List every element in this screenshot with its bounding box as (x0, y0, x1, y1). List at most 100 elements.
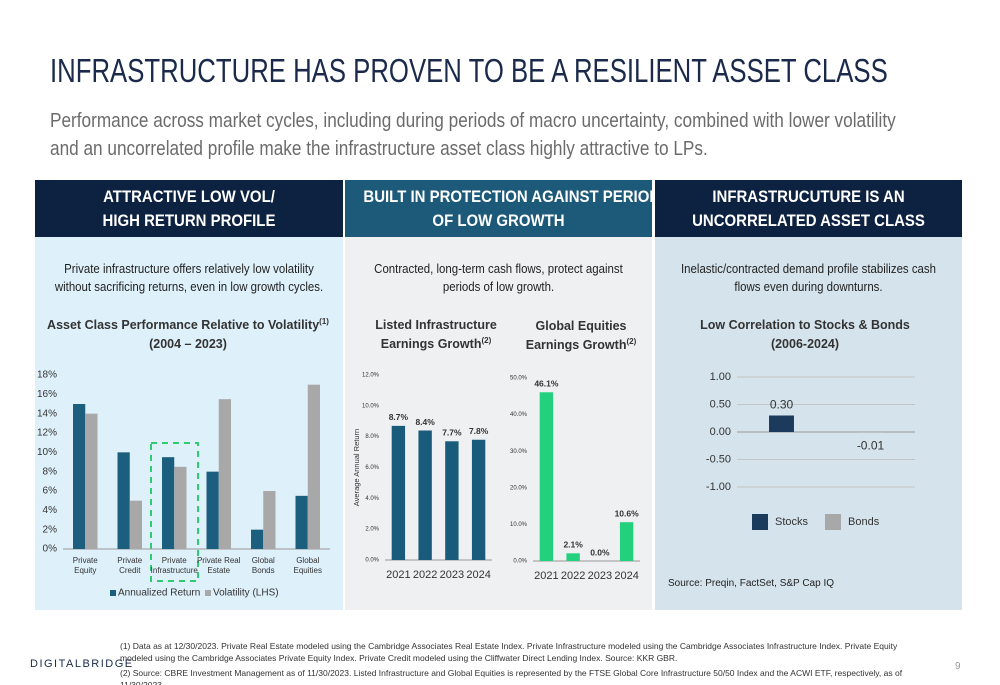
title-text: Global Equities (536, 319, 627, 333)
bar (117, 452, 130, 549)
label-line: Equities (294, 566, 322, 575)
y-tick-label: 2.0% (365, 527, 379, 533)
title-text: Listed Infrastructure (375, 318, 497, 332)
label-line: Estate (207, 566, 230, 575)
y-tick-label: 6% (43, 486, 58, 497)
value-label: 0.30 (770, 398, 794, 412)
bar (391, 425, 406, 560)
legend-label: Stocks (775, 516, 809, 528)
page-number: 9 (955, 661, 961, 672)
panel-body (655, 237, 962, 610)
y-tick-label: 50.0% (510, 376, 528, 382)
title-text: (2006-2024) (771, 337, 839, 351)
y-axis-label: Average Annual Return (352, 429, 361, 506)
text-line: Inelastic/contracted demand profile stab… (680, 261, 936, 276)
text-line: Contracted, long-term cash flows, protec… (374, 261, 623, 276)
y-tick-label: 10% (37, 447, 57, 458)
value-label: 7.7% (442, 428, 462, 438)
label-line: Global (296, 556, 319, 565)
bar (566, 553, 580, 561)
label-line: Private (162, 556, 187, 565)
x-tick-label: 2024 (466, 569, 490, 581)
y-tick-label: 4% (43, 505, 58, 516)
header-line: UNCORRELATED ASSET CLASS (692, 210, 925, 230)
y-tick-label: 4.0% (365, 496, 379, 502)
legend-label: Bonds (848, 516, 880, 528)
x-tick-label: Private Credit (117, 556, 142, 575)
title-note: (2) (481, 336, 491, 345)
y-tick-label: 10.0% (510, 522, 528, 528)
label-line: Global (252, 556, 275, 565)
header-line: BUILT IN PROTECTION AGAINST PERIODS (363, 186, 671, 206)
y-tick-label: 0.0% (365, 558, 379, 564)
value-label: 10.6% (615, 508, 640, 518)
x-tick-label: 2024 (614, 570, 638, 582)
label-line: Private (73, 556, 98, 565)
x-tick-label: 2022 (561, 570, 585, 582)
y-tick-label: 0% (43, 544, 58, 555)
chart-title: Earnings Growth(2) (381, 336, 492, 351)
x-tick-label: Global Bonds (252, 556, 275, 575)
title-text: Asset Class Performance Relative to Vola… (47, 318, 319, 332)
highlight-box (150, 442, 199, 582)
panel-header: ATTRACTIVE LOW VOL/HIGH RETURN PROFILE (35, 180, 343, 237)
header-line: ATTRACTIVE LOW VOL/ (103, 186, 275, 206)
panel-text: Private infrastructure offers relatively… (35, 260, 343, 296)
header-line: HIGH RETURN PROFILE (102, 210, 276, 230)
bar (418, 430, 432, 560)
bar (218, 399, 231, 549)
y-tick-label: 0.00 (710, 426, 731, 438)
chart-title: Asset Class Performance Relative to Vola… (47, 317, 329, 332)
y-tick-label: 14% (37, 408, 57, 419)
label-line: Private (117, 556, 142, 565)
value-label: 0.0% (590, 547, 610, 557)
bar (471, 439, 486, 560)
chart-title: (2004 – 2023) (149, 337, 227, 351)
panel-text: Inelastic/contracted demand profile stab… (655, 260, 962, 296)
footnote: (1) Data as at 12/30/2023. Private Real … (120, 641, 898, 663)
title-text: Earnings Growth (381, 337, 482, 351)
subtitle-line: Performance across market cycles, includ… (50, 110, 896, 132)
label-line: Credit (119, 566, 141, 575)
bar (206, 471, 219, 549)
label-line: Bonds (252, 566, 275, 575)
logo: DIGITALBRIDGE (30, 658, 134, 670)
x-tick-label: 2021 (386, 569, 410, 581)
chart-title: Listed Infrastructure (375, 318, 497, 332)
source: Source: Preqin, FactSet, S&P Cap IQ (668, 578, 835, 589)
title-text: Earnings Growth (526, 338, 627, 352)
legend-label: Annualized Return (118, 588, 200, 599)
subtitle-line: and an uncorrelated profile make the inf… (50, 138, 708, 160)
value-label: -0.01 (857, 439, 885, 453)
text-line: periods of low growth. (442, 279, 555, 294)
legend-swatch (205, 590, 211, 596)
footnote: (2) Source: CBRE Investment Management a… (120, 668, 903, 685)
y-tick-label: 8.0% (365, 434, 379, 440)
x-tick-label: Private Equity (73, 556, 98, 575)
y-tick-label: 6.0% (365, 465, 379, 471)
label-line: Private Real (197, 556, 241, 565)
y-tick-label: 12% (37, 428, 57, 439)
bar (174, 466, 187, 549)
text-line: Private infrastructure offers relatively… (64, 261, 314, 276)
x-tick-label: 2021 (534, 570, 558, 582)
bar (263, 491, 276, 549)
label-line: Infrastructure (151, 566, 199, 575)
value-label: 8.7% (389, 412, 409, 422)
y-tick-label: 10.0% (362, 403, 380, 409)
y-tick-label: 0.0% (513, 559, 527, 565)
y-tick-label: -1.00 (706, 481, 731, 493)
slide-title: INFRASTRUCTURE HAS PROVEN TO BE A RESILI… (50, 52, 888, 89)
chart-title: Earnings Growth(2) (526, 337, 637, 352)
value-label: 46.1% (534, 379, 559, 389)
chart-title: (2006-2024) (771, 337, 839, 351)
y-tick-label: 0.50 (710, 398, 731, 410)
bar (73, 404, 86, 549)
y-tick-label: 2% (43, 524, 58, 535)
y-tick-label: 20.0% (510, 485, 528, 491)
y-tick-label: 18% (37, 370, 57, 381)
text-line: flows even during downturns. (734, 279, 883, 294)
y-tick-label: 16% (37, 389, 57, 400)
